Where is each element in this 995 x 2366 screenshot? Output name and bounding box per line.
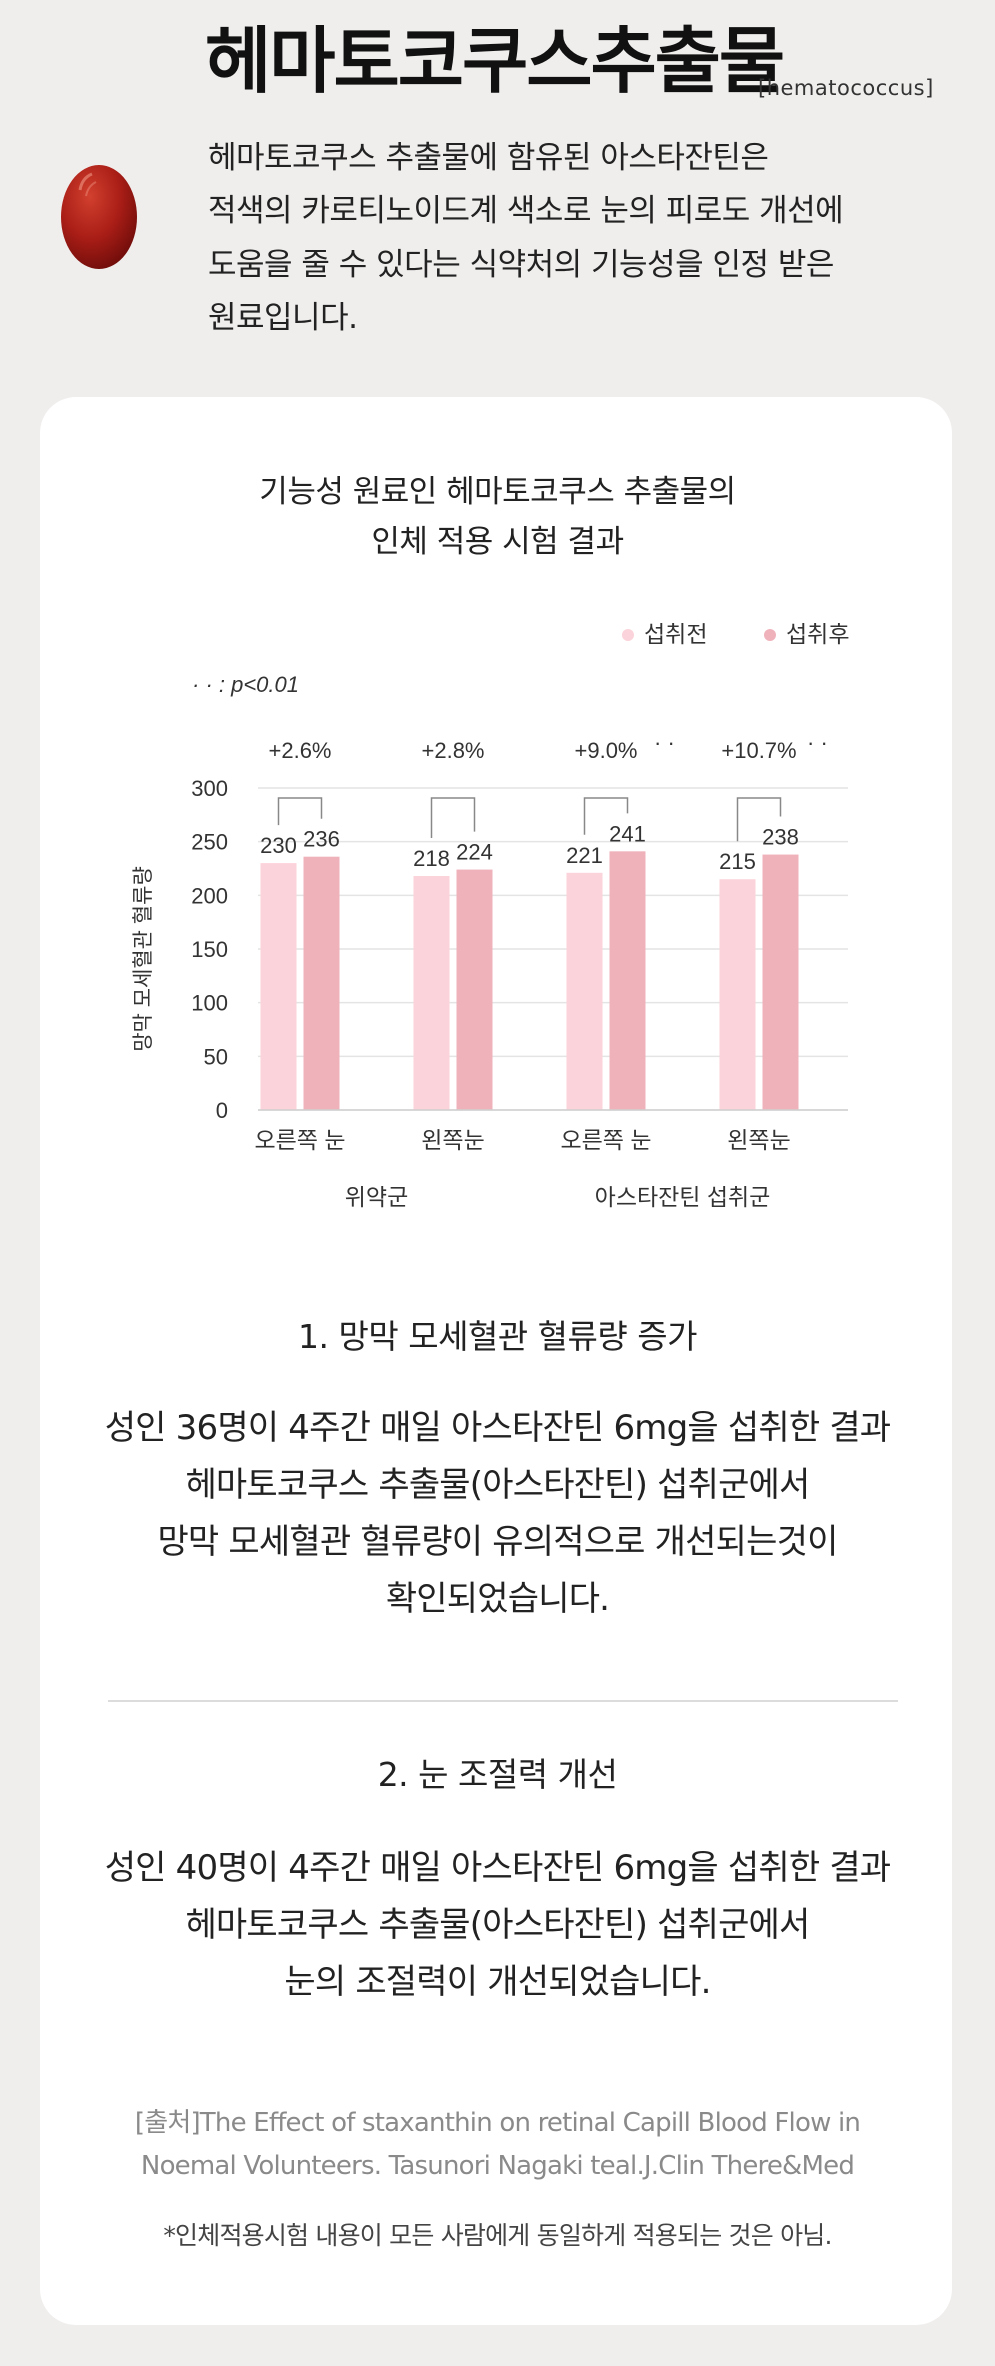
x-tick-label: 왼쪽눈: [421, 1127, 484, 1153]
comparison-bracket: [583, 797, 629, 835]
intro-line: 헤마토코쿠스 추출물에 함유된 아스타잔틴은: [208, 140, 769, 176]
y-tick-label: 100: [191, 991, 228, 1016]
legend-swatch-icon: [764, 629, 776, 641]
group-label: 위약군: [345, 1184, 408, 1210]
bar: [303, 856, 340, 1110]
section-body-line: 눈의 조절력이 개선되었습니다.: [284, 1962, 711, 2003]
data-label: 236: [303, 827, 340, 852]
legend-label: 섭취후: [786, 621, 849, 647]
comparison-bracket: [736, 797, 782, 842]
data-label: 218: [413, 846, 450, 871]
y-tick-label: 300: [191, 776, 228, 801]
legend-swatch-icon: [622, 629, 634, 641]
section-body-2: 성인 40명이 4주간 매일 아스타잔틴 6mg을 섭취한 결과 헤마토코쿠스 …: [0, 1840, 995, 2011]
source-line: [출처]The Effect of staxanthin on retinal …: [134, 2108, 861, 2138]
data-label: 221: [566, 843, 603, 868]
softgel-capsule-icon: [61, 165, 137, 269]
y-tick-label: 150: [191, 937, 228, 962]
page-subtitle: [hematococcus]: [758, 76, 934, 100]
bar: [456, 869, 493, 1110]
bar: [719, 879, 756, 1110]
x-tick-label: 오른쪽 눈: [254, 1127, 345, 1153]
significance-note: · · : p<0.01: [192, 672, 299, 697]
intro-line: 적색의 카로티노이드계 색소로 눈의 피로도 개선에: [208, 193, 844, 230]
section-body-line: 확인되었습니다.: [385, 1579, 610, 1620]
section-divider: [108, 1700, 898, 1702]
intro-text: 헤마토코쿠스 추출물에 함유된 아스타잔틴은 적색의 카로티노이드계 색소로 눈…: [208, 132, 968, 345]
y-tick-label: 0: [216, 1098, 228, 1123]
blood-flow-bar-chart: 0 50 100 150 200 250 300 망막 모세혈관 혈류량 섭취전 섭취후 · · :…: [132, 621, 849, 1210]
significance-mark: · ·: [654, 730, 675, 755]
section-title-1: 1. 망막 모세혈관 혈류량 증가: [298, 1317, 697, 1356]
x-tick-label: 오른쪽 눈: [560, 1127, 651, 1153]
legend-label: 섭취전: [644, 621, 707, 647]
section-body-line: 헤마토코쿠스 추출물(아스타잔틴) 섭취군에서: [185, 1905, 810, 1946]
data-label: 215: [719, 849, 756, 874]
source-line: Noemal Volunteers. Tasunori Nagaki teal.…: [140, 2150, 855, 2181]
data-label: 230: [260, 833, 297, 858]
source-citation: [출처]The Effect of staxanthin on retinal …: [0, 2102, 995, 2188]
y-tick-label: 250: [191, 830, 228, 855]
disclaimer-note: *인체적용시험 내용이 모든 사람에게 동일하게 적용되는 것은 아님.: [163, 2221, 832, 2250]
chart-title-line: 인체 적용 시험 결과: [371, 523, 624, 560]
bar: [566, 872, 603, 1110]
intro-line: 원료입니다.: [208, 299, 358, 336]
y-tick-label: 50: [204, 1044, 228, 1069]
section-body-line: 헤마토코쿠스 추출물(아스타잔틴) 섭취군에서: [185, 1465, 810, 1506]
data-label: 241: [609, 821, 646, 846]
group-label: 아스타잔틴 섭취군: [595, 1184, 771, 1210]
x-tick-label: 왼쪽눈: [727, 1127, 790, 1153]
y-tick-label: 200: [191, 883, 228, 908]
intro-line: 도움을 줄 수 있다는 식약처의 기능성을 인정 받은: [208, 246, 834, 283]
section-body-line: 성인 36명이 4주간 매일 아스타잔틴 6mg을 섭취한 결과: [104, 1408, 891, 1448]
comparison-bracket: [430, 797, 476, 839]
bar: [762, 854, 799, 1110]
y-axis-label: 망막 모세혈관 혈류량: [132, 866, 155, 1052]
bar: [260, 863, 297, 1110]
chart-title-line: 기능성 원료인 헤마토코쿠스 추출물의: [259, 474, 736, 510]
section-body-1: 성인 36명이 4주간 매일 아스타잔틴 6mg을 섭취한 결과 헤마토코쿠스 …: [0, 1400, 995, 1628]
change-label: +9.0%: [575, 738, 638, 763]
significance-mark: · ·: [807, 730, 828, 755]
bar: [609, 851, 646, 1110]
data-label: 238: [762, 825, 799, 850]
data-label: 224: [456, 840, 493, 865]
comparison-bracket: [277, 797, 323, 826]
content-card: [40, 397, 952, 2325]
change-label: +2.8%: [422, 738, 485, 763]
section-title-2: 2. 눈 조절력 개선: [377, 1755, 618, 1794]
change-label: +2.6%: [269, 738, 332, 763]
chart-section-title: 기능성 원료인 헤마토코쿠스 추출물의 인체 적용 시험 결과: [0, 468, 995, 567]
bar: [413, 876, 450, 1110]
change-label: +10.7%: [721, 738, 796, 763]
section-body-line: 망막 모세혈관 혈류량이 유의적으로 개선되는것이: [157, 1522, 838, 1563]
section-body-line: 성인 40명이 4주간 매일 아스타잔틴 6mg을 섭취한 결과: [104, 1848, 891, 1888]
page-title: 헤마토코쿠스추출물: [205, 19, 785, 103]
